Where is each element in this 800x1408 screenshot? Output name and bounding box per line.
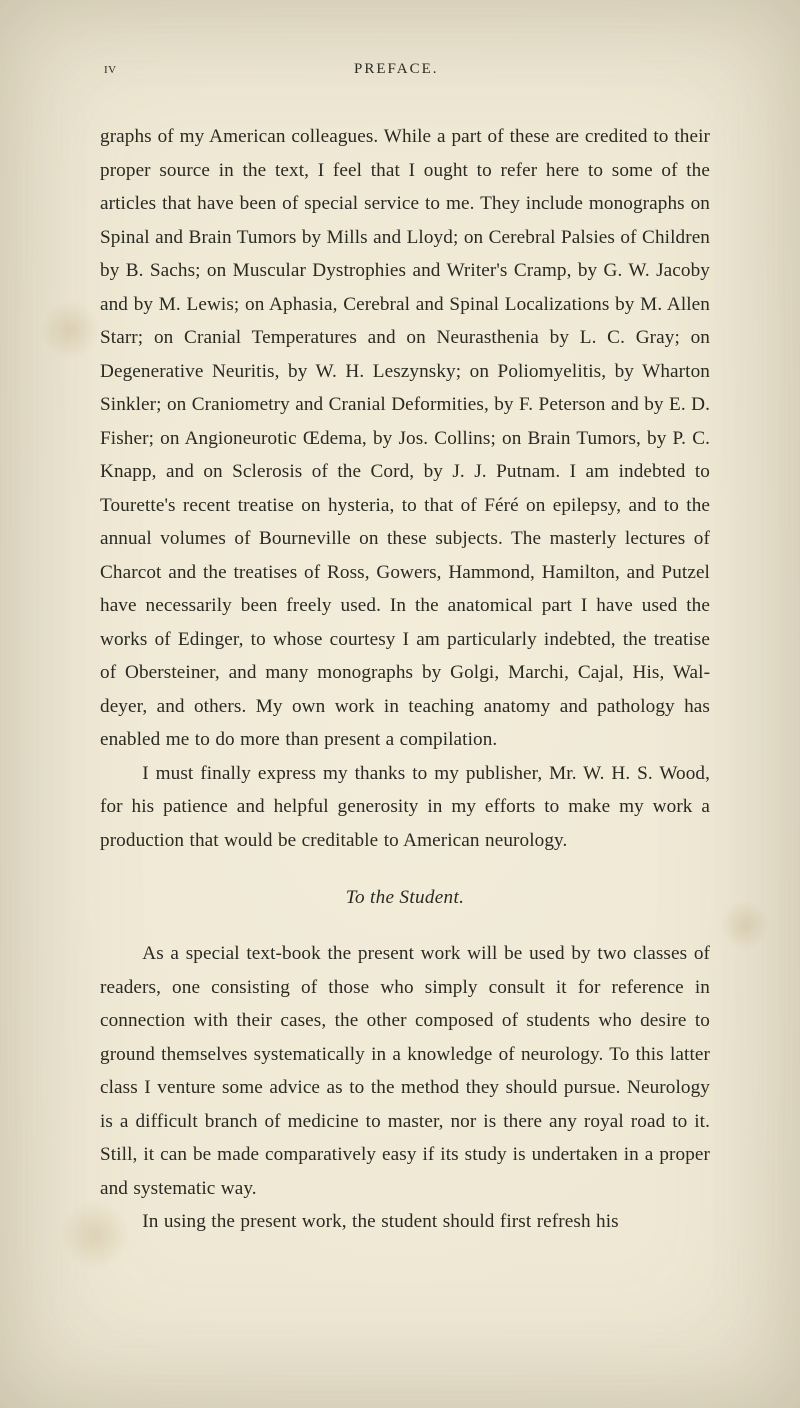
running-head: iv PREFACE. [100, 60, 710, 78]
foxing-spot [40, 300, 100, 360]
page-number: iv [104, 60, 117, 78]
paragraph-1: graphs of my American colleagues. While … [100, 120, 710, 757]
paragraph-2: I must finally express my thanks to my p… [100, 757, 710, 858]
section-title: To the Student. [100, 887, 710, 909]
foxing-spot [720, 900, 770, 950]
body-text: graphs of my American colleagues. While … [100, 120, 710, 1239]
page: iv PREFACE. graphs of my American collea… [0, 0, 800, 1408]
running-head-title: PREFACE. [117, 61, 676, 78]
paragraph-4: In using the present work, the student s… [100, 1205, 710, 1239]
paragraph-3: As a special text-book the present work … [100, 937, 710, 1205]
